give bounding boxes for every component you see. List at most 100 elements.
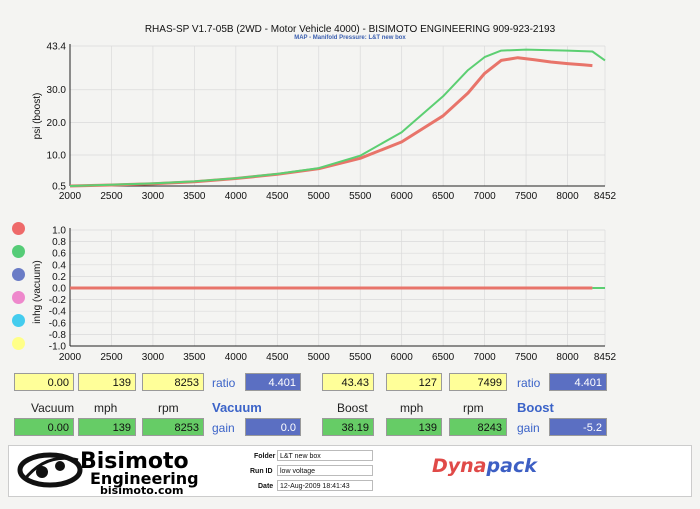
vacuum-gain-value: 0.0 [245,418,301,436]
dynapack-logo: Dynapack [432,455,537,477]
bisimoto-logo-mark-icon [17,452,83,488]
vacuum-xtick-9: 6500 [432,352,455,363]
boost-ratio-value: 4.401 [549,373,607,391]
vacuum-xtick-13: 8452 [594,352,617,363]
logo-website: bisimoto.com [100,484,184,497]
boost-header: Boost [337,401,368,415]
legend-dot-2 [12,268,25,281]
vacuum-xtick-11: 7500 [515,352,538,363]
legend-dots [12,222,25,360]
legend-dot-0 [12,222,25,235]
date-label: Date [258,483,274,490]
boost-xtick-0: 2000 [59,191,82,202]
boost-peak-mph: 127 [386,373,442,391]
vacuum-xtick-6: 5000 [308,352,331,363]
boost-mph-header: mph [400,401,424,415]
vacuum-ytick-1: 0.8 [52,237,66,248]
boost-gain-value: -5.2 [549,418,607,436]
boost-xtick-12: 8000 [556,191,579,202]
vacuum-ytick-3: 0.4 [52,260,66,271]
boost-peak-value: 43.43 [322,373,374,391]
vacuum-ytick-5: 0.0 [52,284,66,295]
boost-ytick-3: 10.0 [47,150,67,161]
vacuum-end-mph: 139 [78,418,136,436]
vacuum-xtick-2: 3000 [142,352,165,363]
boost-xtick-8: 6000 [391,191,414,202]
vacuum-xtick-8: 6000 [391,352,414,363]
boost-ytick-4: 0.5 [52,182,66,193]
boost-xtick-2: 3000 [142,191,165,202]
vacuum-xtick-5: 4500 [266,352,289,363]
vacuum-xtick-10: 7000 [473,352,496,363]
boost-xtick-1: 2500 [100,191,123,202]
boost-xtick-10: 7000 [473,191,496,202]
vacuum-ytick-10: -1.0 [49,342,67,353]
boost-rpm-header: rpm [463,401,484,415]
vacuum-ytick-0: 1.0 [52,226,66,237]
folder-label: Folder [254,453,276,460]
vacuum-xtick-4: 4000 [225,352,248,363]
logo-title: Bisimoto [80,449,189,474]
boost-ytick-2: 20.0 [47,118,67,129]
vacuum-ytick-4: 0.2 [52,272,66,283]
boost-ratio-label: ratio [517,376,541,390]
legend-dot-4 [12,314,25,327]
boost-series-0 [69,56,593,188]
vacuum-ytick-7: -0.4 [49,307,67,318]
runid-value: low voltage [277,465,373,476]
date-value: 12-Aug-2009 18:41:43 [277,480,373,491]
legend-dot-1 [12,245,25,258]
folder-value: L&T new box [277,450,373,461]
boost-ytick-0: 43.4 [47,42,67,53]
boost-xtick-3: 3500 [183,191,206,202]
boost-end-rpm: 8243 [449,418,507,436]
boost-plot: 2000 2500 3000 3500 4000 4500 5000 5500 6000 6500… [32,42,617,203]
boost-series-1 [69,48,606,187]
chart-subtitle: MAP - Manifold Pressure: L&T new box [294,35,406,41]
vacuum-xtick-1: 2500 [100,352,123,363]
logo-subtitle: Engineering [90,469,199,488]
legend-dot-5 [12,337,25,350]
vacuum-xtick-3: 3500 [183,352,206,363]
vacuum-ytick-9: -0.8 [49,330,67,341]
vacuum-ratio-label: ratio [212,376,236,390]
vacuum-ratio-value: 4.401 [245,373,301,391]
vacuum-rpm-header: rpm [158,401,179,415]
boost-xtick-13: 8452 [594,191,617,202]
vacuum-xtick-12: 8000 [556,352,579,363]
vacuum-end-rpm: 8253 [142,418,204,436]
vacuum-peak-value: 0.00 [14,373,74,391]
vacuum-header: Vacuum [31,401,75,415]
boost-end-value: 38.19 [322,418,374,436]
boost-xtick-11: 7500 [515,191,538,202]
dynapack-logo-pack: pack [486,455,537,477]
chart-title: RHAS-SP V1.7-05B (2WD - Motor Vehicle 40… [144,24,556,35]
vacuum-xtick-0: 2000 [59,352,82,363]
vacuum-peak-mph: 139 [78,373,136,391]
vacuum-mph-header: mph [94,401,118,415]
legend-dot-3 [12,291,25,304]
boost-peak-rpm: 7499 [449,373,507,391]
vacuum-plot: 2000 2500 3000 3500 4000 4500 5000 5500 6000 6500… [32,226,617,364]
vacuum-ytick-8: -0.6 [49,318,67,329]
dynapack-logo-dyna: Dyna [432,455,487,477]
vacuum-gain-label: gain [212,421,235,435]
vacuum-panel-title: Vacuum [212,400,262,415]
boost-end-mph: 139 [386,418,442,436]
vacuum-end-value: 0.00 [14,418,74,436]
boost-xtick-5: 4500 [266,191,289,202]
boost-xtick-4: 4000 [225,191,248,202]
boost-xtick-7: 5500 [349,191,372,202]
vacuum-ylabel: inhg (vacuum) [32,260,43,323]
boost-xtick-9: 6500 [432,191,455,202]
vacuum-ytick-6: -0.2 [49,295,67,306]
boost-ytick-1: 30.0 [47,85,67,96]
vacuum-peak-rpm: 8253 [142,373,204,391]
vacuum-ytick-2: 0.6 [52,249,66,260]
runid-label: Run ID [250,468,273,475]
boost-xtick-6: 5000 [308,191,331,202]
boost-gain-label: gain [517,421,540,435]
boost-panel-title: Boost [517,400,554,415]
boost-ylabel: psi (boost) [32,93,43,140]
